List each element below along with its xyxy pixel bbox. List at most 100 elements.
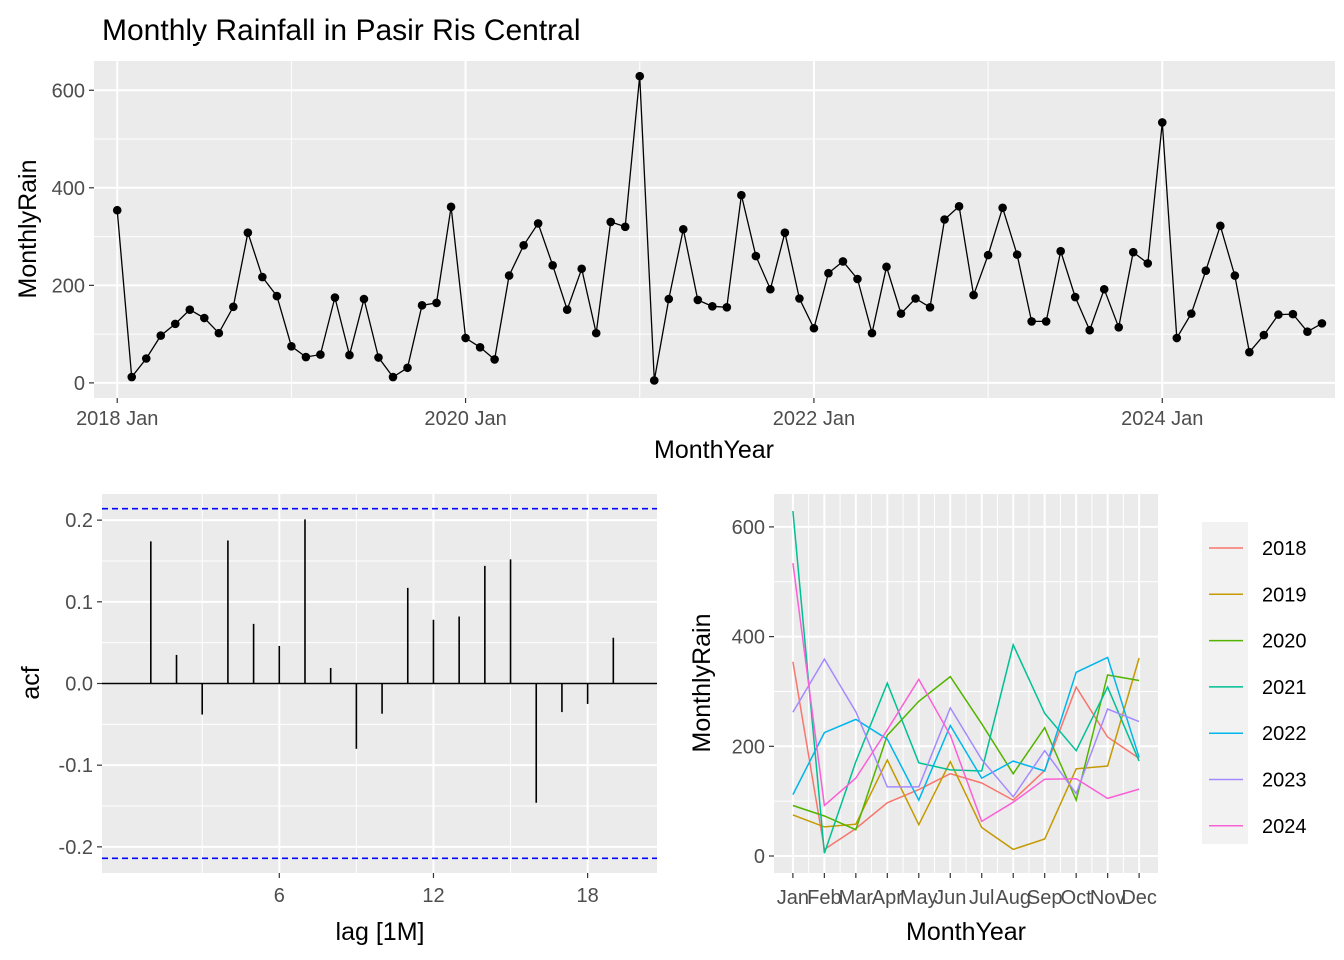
acf-y-axis-title: acf [17,666,45,699]
data-point [359,294,369,304]
data-point [214,328,224,338]
data-point [838,257,848,266]
y-tick-label: 0.1 [65,592,93,614]
data-point [1288,309,1298,319]
data-point [678,224,688,234]
data-point [664,294,674,304]
timeseries-plot-background [94,61,1335,398]
data-point [766,284,775,294]
data-point [446,202,456,212]
data-point [1230,271,1240,280]
data-point [882,262,891,272]
data-point [649,376,659,385]
y-tick-label: 600 [52,80,85,102]
y-tick-label: 200 [52,275,85,297]
legend: 2018 2019 2020 2021 2022 2023 2024 [1202,522,1307,844]
data-point [388,372,398,382]
timeseries-y-axis-title: MonthlyRain [14,160,42,299]
data-point [548,261,557,270]
data-point [737,190,746,200]
data-point [1056,246,1065,256]
x-tick-label: 12 [422,885,444,907]
data-point [606,217,616,227]
data-point [170,319,180,329]
y-tick-label: 200 [732,736,765,758]
x-tick-label: Oct [1061,887,1093,909]
data-point [1259,330,1269,340]
legend-label-2020: 2020 [1262,631,1307,653]
data-point [156,331,166,340]
series-line-2024 [792,563,1140,823]
x-tick-label: 2020 Jan [424,408,506,430]
legend-label-2022: 2022 [1262,723,1307,745]
data-point [954,202,964,211]
legend-label-2023: 2023 [1262,770,1307,792]
data-point [969,290,978,300]
series-line-2021 [792,510,1140,854]
y-tick-label: 0.2 [65,510,93,532]
x-tick-label: Nov [1090,887,1126,909]
data-point [301,352,311,362]
data-point [1027,317,1036,326]
seasonal-gridlines [774,494,1158,873]
data-point [809,323,819,333]
data-point [490,355,499,364]
data-point [1274,310,1283,319]
data-point [330,293,340,302]
x-tick-label: May [900,887,938,909]
data-point [1303,327,1312,336]
y-tick-label: 0 [74,373,85,395]
y-tick-label: -0.2 [59,837,93,859]
data-point [780,228,790,237]
data-point [1157,118,1167,127]
data-point [185,305,195,315]
acf-gridlines [102,494,657,873]
x-tick-label: 2024 Jan [1121,408,1203,430]
data-point [1099,284,1109,294]
data-point [1143,259,1153,268]
y-tick-label: 0.0 [65,674,93,696]
acf-panel: -0.2 -0.1 0.0 0.1 0.2 6 12 18 [59,494,657,907]
acf-bars [102,507,657,860]
data-point [1216,221,1225,231]
x-tick-label: Sep [1027,887,1063,909]
seasonal-lines [792,510,1140,854]
acf-x-axis-title: lag [1M] [336,918,425,946]
data-point [620,222,630,232]
data-point [824,268,833,278]
seasonal-y-axis: 0 200 400 600 [732,517,774,868]
data-point [316,350,325,359]
x-tick-label: Jun [934,887,966,909]
data-point [577,264,586,274]
acf-x-axis: 6 12 18 [274,873,599,907]
legend-label-2021: 2021 [1262,677,1307,699]
y-tick-label: 400 [52,178,85,200]
data-point [1245,347,1254,357]
seasonal-y-axis-title: MonthlyRain [688,614,716,753]
x-tick-label: Feb [807,887,841,909]
data-point [635,71,645,81]
data-point [795,294,804,303]
data-point [911,294,920,303]
data-point [867,328,877,338]
data-point [1317,319,1327,328]
y-tick-label: 600 [732,517,765,539]
data-point [475,342,485,352]
timeseries-x-axis-title: MonthYear [654,436,774,464]
timeseries-x-axis: 2018 Jan 2020 Jan 2022 Jan 2024 Jan [76,398,1203,430]
data-point [1187,309,1196,318]
x-tick-label: Mar [839,887,874,909]
series-line-2023 [792,657,1140,799]
data-point [1070,292,1080,302]
data-point [591,328,601,338]
x-tick-label: Dec [1121,887,1157,909]
chart-title: Monthly Rainfall in Pasir Ris Central [102,14,581,47]
data-point [722,302,732,312]
data-point [432,298,441,308]
data-point [1172,333,1182,343]
data-point [853,274,862,284]
data-point [258,272,267,282]
